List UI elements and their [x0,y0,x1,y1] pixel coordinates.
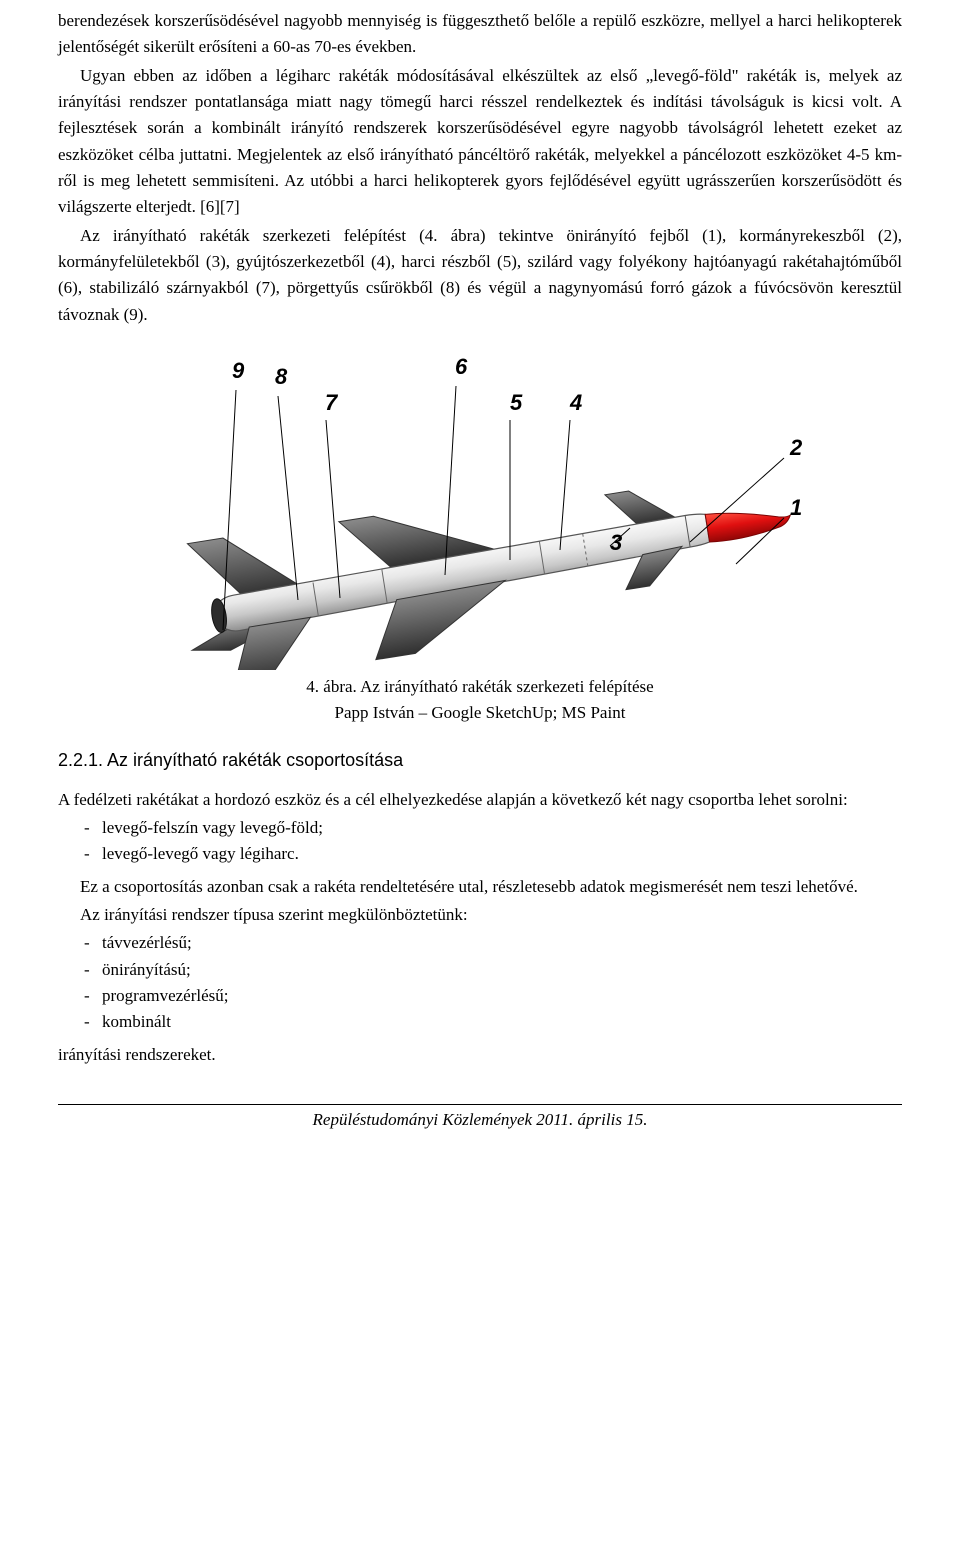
list-item: levegő-felszín vagy levegő-föld; [58,815,902,841]
paragraph-classify-intro: A fedélzeti rakétákat a hordozó eszköz é… [58,787,902,813]
missile-diagram: 1 2 3 4 5 6 7 8 9 [140,350,820,670]
paragraph-classify-note: Ez a csoportosítás azonban csak a rakéta… [58,874,902,900]
paragraph-3: Az irányítható rakéták szerkezeti felépí… [58,223,902,328]
paragraph-control-intro: Az irányítási rendszer típusa szerint me… [58,902,902,928]
figure-label-3: 3 [610,530,622,555]
figure-label-4: 4 [569,390,582,415]
list-item: önirányítású; [58,957,902,983]
figure-label-5: 5 [510,390,523,415]
paragraph-2: Ugyan ebben az időben a légiharc rakéták… [58,63,902,221]
list-item: távvezérlésű; [58,930,902,956]
figure-label-1: 1 [790,495,802,520]
list-item: kombinált [58,1009,902,1035]
figure-label-2: 2 [789,435,803,460]
paragraph-control-end: irányítási rendszereket. [58,1042,902,1068]
list-item: levegő-levegő vagy légiharc. [58,841,902,867]
control-type-list: távvezérlésű;önirányítású;programvezérlé… [58,930,902,1035]
paragraph-1: berendezések korszerűsödésével nagyobb m… [58,8,902,61]
section-heading: 2.2.1. Az irányítható rakéták csoportosí… [58,747,902,775]
figure-subcaption: Papp István – Google SketchUp; MS Paint [58,700,902,726]
figure-label-6: 6 [455,354,468,379]
page-footer: Repüléstudományi Közlemények 2011. ápril… [58,1104,902,1133]
figure-caption: 4. ábra. Az irányítható rakéták szerkeze… [58,674,902,700]
figure-4: 1 2 3 4 5 6 7 8 9 4. ábra. Az irányítható rakétá… [58,350,902,727]
figure-label-7: 7 [325,390,339,415]
list-item: programvezérlésű; [58,983,902,1009]
figure-label-8: 8 [275,364,288,389]
classification-list-1: levegő-felszín vagy levegő-föld;levegő-l… [58,815,902,868]
figure-label-9: 9 [232,358,245,383]
